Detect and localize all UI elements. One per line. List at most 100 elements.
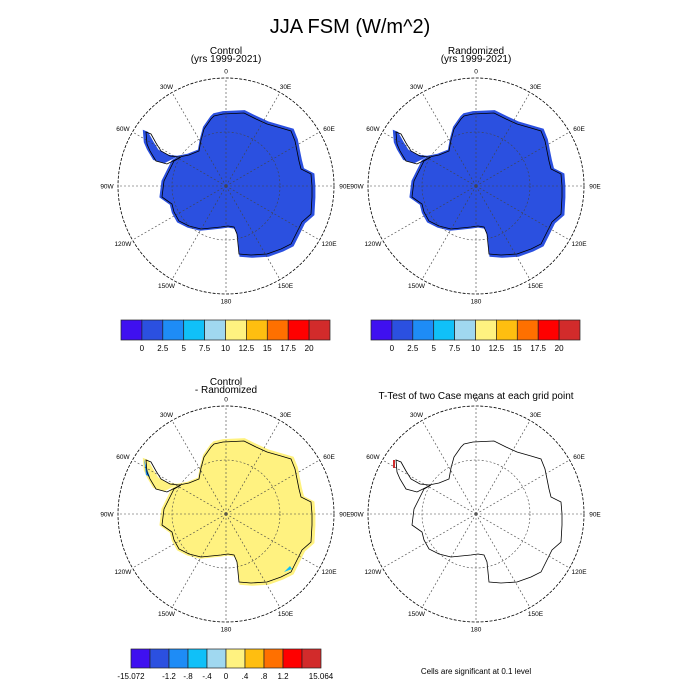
colorbar-label: 20: [305, 344, 314, 353]
longitude-label: 0: [224, 69, 228, 76]
longitude-label: 150W: [408, 283, 426, 290]
significance-note: Cells are significant at 0.1 level: [420, 667, 532, 676]
colorbar-box: [246, 319, 268, 341]
colorbar-label: -1.2: [162, 672, 176, 681]
colorbar-panel2: 0 2.5 5 7.5 10 12.5 15 17.5 20: [370, 319, 581, 353]
colorbar-label: 17.5: [530, 344, 546, 353]
colorbar-box: [308, 319, 331, 341]
colorbar-label: .4: [242, 672, 249, 681]
field-fill: [142, 110, 316, 258]
colorbar-label: 15.064: [309, 672, 334, 681]
colorbar-box: [141, 319, 164, 341]
field-negative-patch: [284, 566, 292, 572]
figure-title: JJA FSM (W/m^2): [269, 16, 431, 38]
longitude-label: 30E: [530, 412, 542, 419]
colorbar-label: .8: [261, 672, 268, 681]
meridian-line: [475, 185, 531, 280]
longitude-label: 120E: [321, 569, 337, 576]
longitude-label: 30W: [160, 84, 174, 91]
longitude-label: 180: [471, 627, 482, 634]
meridian-line: [225, 459, 320, 515]
longitude-label: 30W: [410, 84, 424, 91]
colorbar-label: 10: [221, 344, 230, 353]
colorbar-box: [187, 648, 208, 669]
colorbar-box: [391, 319, 414, 341]
meridian-line: [421, 513, 477, 608]
field-fill: [142, 438, 316, 586]
longitude-label: 180: [221, 299, 232, 306]
colorbar-box: [183, 319, 205, 341]
longitude-label: 120E: [571, 569, 587, 576]
colorbar-box: [168, 648, 189, 669]
meridian-line: [225, 513, 281, 608]
colorbar-label: 5: [181, 344, 186, 353]
coastline: [145, 440, 313, 584]
map-panel-3: 0 30E 60E 90E 120E 150E 180 150W 120W 90W 60W 30W: [100, 397, 351, 634]
longitude-label: 60W: [116, 454, 130, 461]
longitude-label: 60W: [366, 454, 380, 461]
panel4-title: T-Test of two Case means at each grid po…: [378, 391, 574, 402]
meridian-line: [421, 92, 477, 187]
colorbar-label: 2.5: [407, 344, 419, 353]
colorbar-box: [225, 319, 247, 341]
map-panel-4: 0 30E 60E 90E 120E 150E 180 150W 120W 90W 60W 30W: [350, 397, 601, 634]
meridian-line: [225, 92, 281, 187]
longitude-label: 90E: [589, 184, 601, 191]
colorbar-label: 0: [390, 344, 395, 353]
colorbar-label: 5: [431, 344, 436, 353]
meridian-line: [132, 459, 227, 515]
meridian-line: [475, 420, 531, 515]
longitude-label: 90E: [589, 512, 601, 519]
longitude-label: 90E: [339, 184, 351, 191]
meridian-line: [225, 185, 281, 280]
longitude-label: 60E: [573, 126, 585, 133]
colorbar-box: [475, 319, 497, 341]
longitude-label: 150W: [158, 283, 176, 290]
colorbar-label: 1.2: [277, 672, 289, 681]
colorbar-box: [225, 648, 246, 669]
meridian-line: [475, 459, 570, 515]
colorbar-box: [244, 648, 265, 669]
colorbar-box: [282, 648, 303, 669]
meridian-line: [225, 513, 320, 569]
colorbar-panel1: 0 2.5 5 7.5 10 12.5 15 17.5 20: [120, 319, 331, 353]
meridian-line: [382, 459, 477, 515]
meridian-line: [382, 185, 477, 241]
field-fill: [392, 110, 566, 258]
map-panel-2: 0 30E 60E 90E 120E 150E 180 150W 120W 90W 60W 30W: [350, 69, 601, 306]
colorbar-box: [130, 648, 151, 669]
map-panel-1: 0 30E 60E 90E 120E 150E 180 150W 120W 90W 60W 30W: [100, 69, 351, 306]
longitude-label: 120W: [364, 569, 382, 576]
longitude-label: 120W: [114, 569, 132, 576]
longitude-label: 180: [471, 299, 482, 306]
longitude-label: 150W: [158, 611, 176, 618]
colorbar-box: [537, 319, 560, 341]
longitude-label: 120W: [114, 241, 132, 248]
colorbar-box: [263, 648, 284, 669]
colorbar-box: [516, 319, 539, 341]
colorbar-label: -15.072: [117, 672, 145, 681]
longitude-label: 90W: [350, 512, 364, 519]
meridian-line: [171, 185, 227, 280]
meridian-line: [382, 131, 477, 187]
meridian-line: [132, 513, 227, 569]
meridian-line: [171, 420, 227, 515]
map-boundary: [367, 77, 585, 295]
meridian-line: [171, 92, 227, 187]
colorbar-label: 10: [471, 344, 480, 353]
colorbar-box: [204, 319, 226, 341]
colorbar-box: [266, 319, 289, 341]
colorbar-box: [558, 319, 581, 341]
longitude-label: 150W: [408, 611, 426, 618]
coastline: [395, 440, 563, 584]
longitude-label: 60W: [366, 126, 380, 133]
longitude-label: 150E: [278, 611, 294, 618]
colorbar-box: [496, 319, 518, 341]
colorbar-box: [287, 319, 310, 341]
colorbar-label: 7.5: [449, 344, 461, 353]
longitude-label: 60E: [323, 126, 335, 133]
longitude-label: 90E: [339, 512, 351, 519]
panel1-title: Control (yrs 1999-2021): [190, 46, 262, 65]
